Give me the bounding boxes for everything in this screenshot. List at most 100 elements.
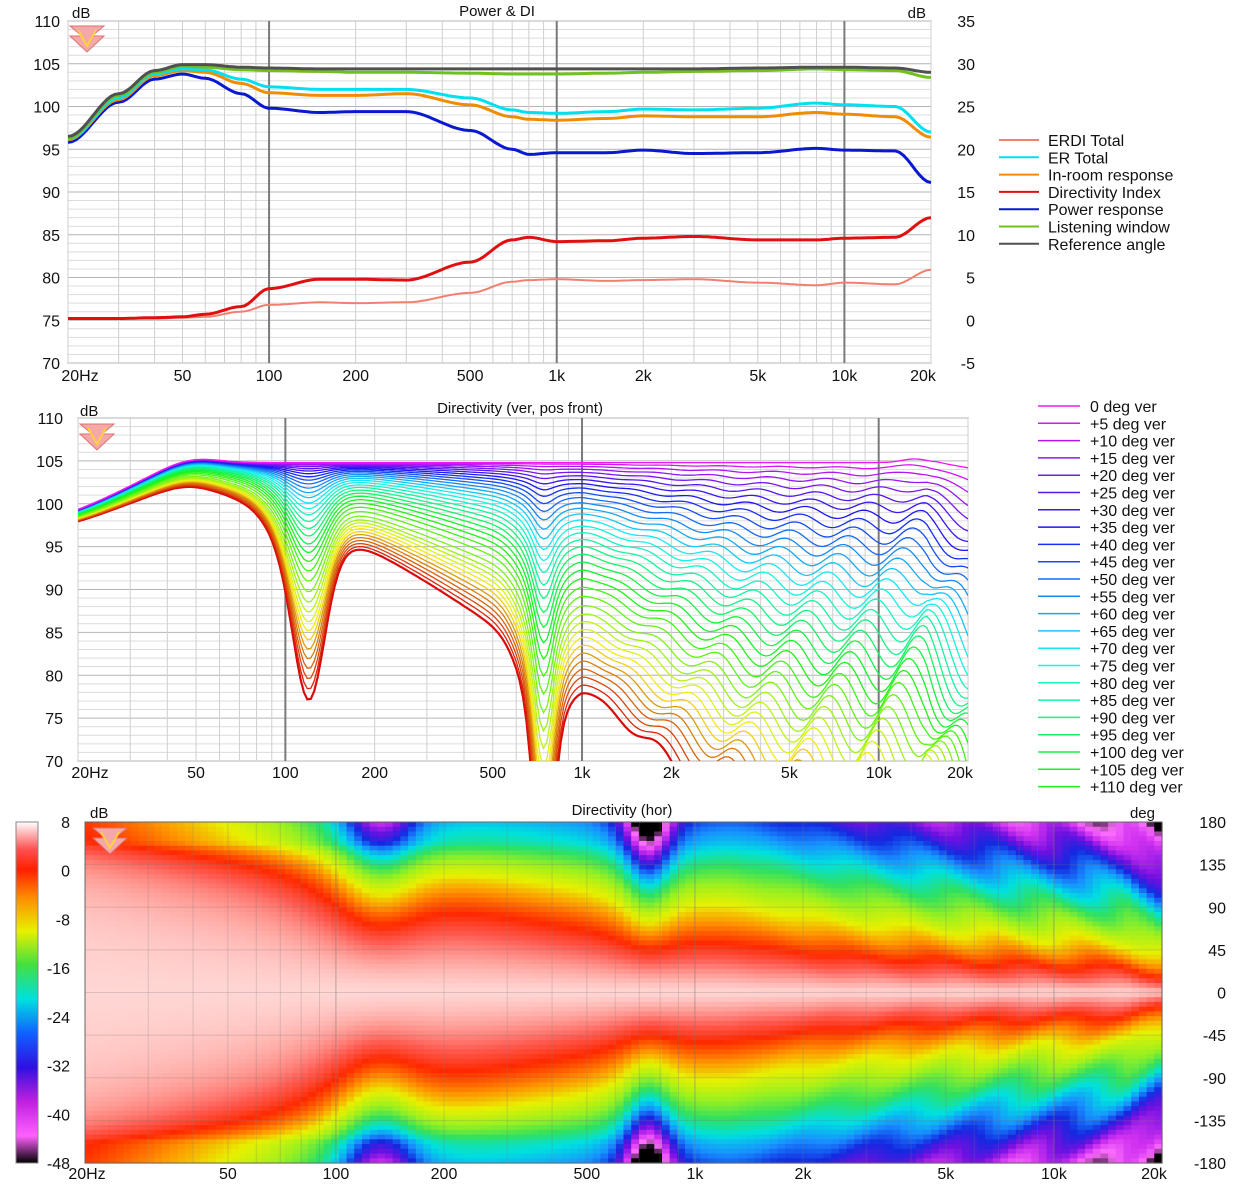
heatmap-cell <box>577 874 586 880</box>
heatmap-cell <box>423 902 432 908</box>
series-line-power-response <box>68 72 931 185</box>
heatmap-cell <box>369 1115 378 1121</box>
heatmap-cell <box>146 1030 155 1036</box>
heatmap-cell <box>223 1049 232 1055</box>
heatmap-cell <box>146 1016 155 1022</box>
heatmap-cell <box>523 1011 532 1017</box>
heatmap-cell <box>485 1110 494 1117</box>
heatmap-cell <box>146 1158 155 1164</box>
heatmap-cell <box>169 1016 178 1022</box>
heatmap-cell <box>408 935 417 942</box>
heatmap-cell <box>200 930 209 937</box>
heatmap-cell <box>177 940 186 946</box>
heatmap-cell <box>169 1158 178 1164</box>
heatmap-cell <box>246 1125 255 1131</box>
heatmap-cell <box>446 964 455 970</box>
heatmap-cell <box>515 845 525 852</box>
heatmap-cell <box>446 845 455 852</box>
heatmap-cell <box>423 1016 432 1022</box>
heatmap-cell <box>177 954 186 960</box>
heatmap-cell <box>292 1001 301 1008</box>
heatmap-cell <box>400 1001 409 1008</box>
heatmap-cell <box>261 926 271 932</box>
heatmap-cell <box>154 1068 163 1074</box>
heatmap-cell <box>554 1087 563 1093</box>
heatmap-cell <box>477 997 486 1003</box>
heatmap-cell <box>338 1030 348 1036</box>
heatmap-cell <box>315 836 325 842</box>
heatmap-cell <box>523 826 532 833</box>
heatmap-cell <box>92 907 101 913</box>
heatmap-cell <box>138 1148 148 1155</box>
heatmap-cell <box>477 1054 486 1060</box>
heatmap-cell <box>454 907 463 913</box>
heatmap-cell <box>223 983 232 989</box>
heatmap-cell <box>261 826 271 833</box>
heatmap-cell <box>354 1011 363 1017</box>
heatmap-cell <box>408 1025 417 1031</box>
heatmap-cell <box>261 850 271 856</box>
heatmap-cell <box>108 983 117 989</box>
heatmap-cell <box>315 840 325 847</box>
heatmap-cell <box>261 907 271 913</box>
heatmap-cell <box>85 1054 94 1060</box>
heatmap-cell <box>400 826 409 833</box>
x-tick-label: 20k <box>910 368 937 385</box>
heatmap-cell <box>269 1101 278 1107</box>
heatmap-cell <box>123 1110 132 1117</box>
heatmap-cell <box>331 997 340 1003</box>
heatmap-cell <box>554 859 563 866</box>
heatmap-cell <box>531 1068 540 1074</box>
heatmap-cell <box>500 973 509 979</box>
heatmap-cell <box>261 1039 271 1046</box>
heatmap-cell <box>523 855 532 861</box>
heatmap-cell <box>461 874 471 880</box>
heatmap-cell <box>369 992 378 998</box>
heatmap-cell <box>269 1153 278 1159</box>
heatmap-cell <box>508 949 517 956</box>
heatmap-cell <box>123 992 132 998</box>
heatmap-cell <box>138 945 148 951</box>
heatmap-cell <box>177 1082 186 1088</box>
heatmap-cell <box>546 1110 555 1117</box>
heatmap-cell <box>308 945 317 951</box>
heatmap-cell <box>185 1125 194 1131</box>
heatmap-cell <box>169 1035 178 1041</box>
heatmap-cell <box>546 983 555 989</box>
heatmap-cell <box>100 968 109 975</box>
heatmap-cell <box>238 1134 248 1140</box>
heatmap-cell <box>377 874 386 880</box>
heatmap-cell <box>523 968 532 975</box>
heatmap-cell <box>154 1006 163 1013</box>
heatmap-cell <box>254 869 263 875</box>
heatmap-cell <box>546 949 555 956</box>
heatmap-cell <box>292 992 301 998</box>
heatmap-cell <box>385 1044 394 1050</box>
heatmap-cell <box>192 845 201 852</box>
heatmap-cell <box>108 926 117 932</box>
heatmap-cell <box>446 949 455 956</box>
heatmap-cell <box>338 859 348 866</box>
heatmap-cell <box>277 1077 286 1084</box>
heatmap-cell <box>392 968 401 975</box>
heatmap-cell <box>315 1025 325 1031</box>
heatmap-cell <box>308 855 317 861</box>
heatmap-cell <box>561 1125 571 1131</box>
heatmap-cell <box>392 1077 401 1084</box>
heatmap-cell <box>461 1077 471 1084</box>
heatmap-cell <box>108 1153 117 1159</box>
heatmap-cell <box>415 1020 425 1027</box>
heatmap-cell <box>354 1106 363 1112</box>
heatmap-cell <box>292 869 301 875</box>
heatmap-cell <box>546 878 555 885</box>
heatmap-cell <box>377 1139 386 1145</box>
heatmap-cell <box>454 1044 463 1050</box>
heatmap-cell <box>146 1120 155 1126</box>
heatmap-cell <box>454 1125 463 1131</box>
heatmap-cell <box>338 1120 348 1126</box>
heatmap-cell <box>131 1011 140 1017</box>
heatmap-cell <box>192 1158 201 1164</box>
heatmap-cell <box>323 930 332 937</box>
heatmap-cell <box>531 1077 540 1084</box>
heatmap-cell <box>415 968 425 975</box>
